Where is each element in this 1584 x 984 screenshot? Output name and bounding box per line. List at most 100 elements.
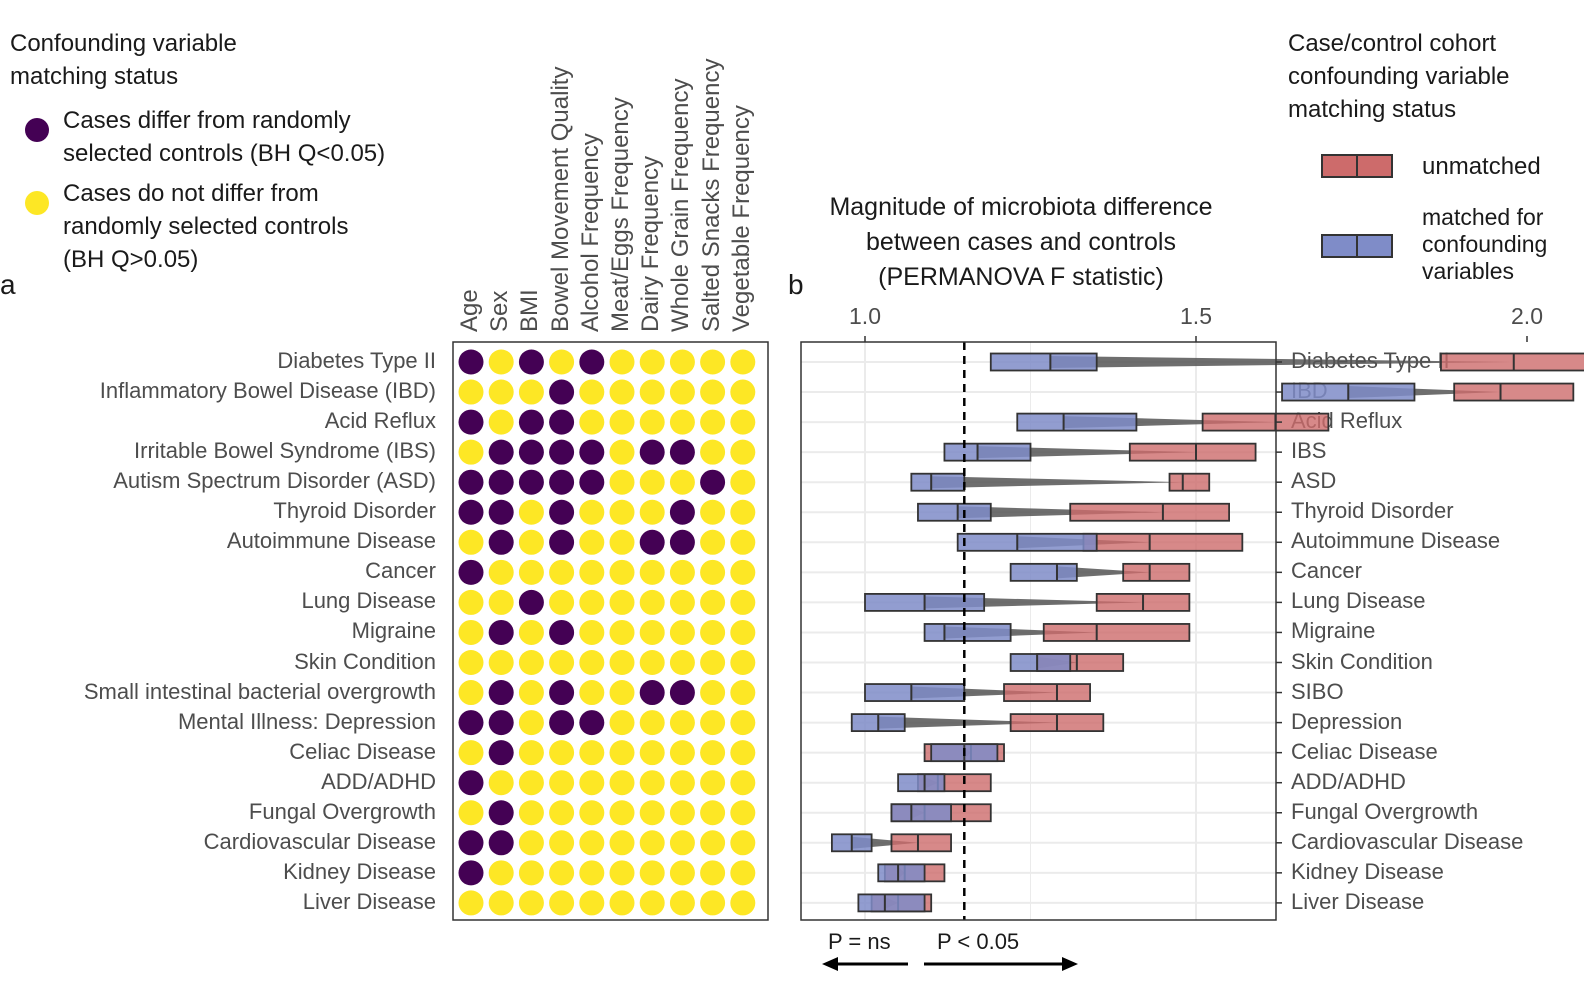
row-label: Thyroid Disorder — [1291, 498, 1454, 524]
matrix-dot — [458, 680, 484, 706]
matrix-dot — [700, 710, 726, 736]
matrix-dot — [579, 349, 605, 375]
matrix-dot — [700, 860, 726, 886]
row-label: Skin Condition — [294, 648, 436, 674]
panel-b-frame — [800, 341, 1277, 921]
matrix-dot — [549, 589, 575, 615]
row-label: Liver Disease — [1291, 888, 1425, 914]
matrix-dot — [518, 499, 544, 525]
unmatched-box — [1069, 502, 1230, 522]
matrix-dot — [458, 740, 484, 766]
matrix-dot — [639, 619, 665, 645]
matrix-dot — [488, 589, 514, 615]
row-label: Autoimmune Disease — [226, 528, 436, 554]
matrix-dot — [458, 529, 484, 555]
panel-b-letter: b — [788, 269, 804, 300]
matrix-dot — [730, 710, 756, 736]
matrix-dot — [458, 830, 484, 856]
matrix-dot — [609, 830, 635, 856]
annotation-arrows — [822, 957, 1078, 971]
matrix-dot — [700, 349, 726, 375]
x-tick-label: 2.0 — [1511, 303, 1543, 329]
matrix-dot — [458, 589, 484, 615]
matrix-dot — [609, 800, 635, 826]
matrix-dot — [730, 860, 756, 886]
matrix-dot — [730, 800, 756, 826]
legend-differ-label: Cases differ from randomly selected cont… — [63, 107, 386, 167]
matrix-dot — [730, 680, 756, 706]
matrix-dot — [488, 710, 514, 736]
row-label: Lung Disease — [1291, 588, 1426, 614]
matrix-dot — [549, 740, 575, 766]
matrix-dot — [518, 890, 544, 916]
matrix-dot — [700, 770, 726, 796]
matrix-dot — [609, 469, 635, 495]
matrix-dot — [609, 770, 635, 796]
row-label: Depression — [1291, 708, 1403, 734]
matrix-dot — [669, 589, 695, 615]
legend-differ-swatch — [25, 118, 49, 142]
annotation-p-ns: P = ns — [828, 929, 891, 954]
matrix-dot — [549, 379, 575, 405]
matrix-dot — [609, 860, 635, 886]
matrix-dot — [579, 740, 605, 766]
row-label: Cardiovascular Disease — [1291, 828, 1524, 854]
matrix-dot — [669, 529, 695, 555]
matched-box — [923, 623, 1012, 642]
matrix-dot — [518, 349, 544, 375]
row-label: ADD/ADHD — [1291, 768, 1406, 794]
matrix-dot — [518, 860, 544, 886]
matrix-dot — [730, 379, 756, 405]
matrix-dot — [639, 349, 665, 375]
matrix-dot — [579, 890, 605, 916]
matrix-dot — [730, 409, 756, 435]
matrix-dot — [579, 379, 605, 405]
matched-box — [910, 472, 966, 492]
matrix-dot — [488, 830, 514, 856]
matrix-dot — [639, 890, 665, 916]
matrix-dot — [549, 710, 575, 736]
matrix-dot — [549, 860, 575, 886]
matrix-dot — [458, 559, 484, 585]
matrix-dot — [488, 770, 514, 796]
matrix-dot — [458, 409, 484, 435]
effect-wedge — [957, 506, 1163, 519]
row-label: Thyroid Disorder — [273, 498, 436, 524]
row-label: Autoimmune Disease — [1291, 528, 1501, 554]
unmatched-box — [890, 833, 952, 853]
matrix-dot — [579, 619, 605, 645]
matrix-dot — [639, 740, 665, 766]
matrix-dot — [579, 529, 605, 555]
effect-wedge — [1050, 356, 1514, 368]
matrix-dot — [488, 349, 514, 375]
matrix-dot — [458, 619, 484, 645]
matrix-dot — [579, 710, 605, 736]
matrix-dot — [669, 650, 695, 675]
matched-box — [857, 893, 926, 913]
matrix-dot — [458, 860, 484, 886]
matrix-dot — [669, 409, 695, 435]
matrix-dot — [639, 770, 665, 796]
matched-box — [1016, 412, 1138, 432]
unmatched-box — [1168, 472, 1211, 492]
matrix-dot — [669, 379, 695, 405]
annotation-p-significant: P < 0.05 — [937, 929, 1020, 954]
matrix-dot — [639, 499, 665, 525]
matrix-dot — [669, 559, 695, 585]
matrix-dot — [669, 439, 695, 465]
effect-wedge — [977, 446, 1196, 459]
matrix-dot — [669, 800, 695, 826]
matrix-dot — [700, 559, 726, 585]
unmatched-box — [1453, 382, 1575, 402]
matrix-dot — [639, 680, 665, 706]
matrix-dot — [549, 619, 575, 645]
matrix-dot — [730, 349, 756, 375]
effect-wedge — [931, 476, 1183, 489]
matrix-dot — [518, 439, 544, 465]
matrix-dot — [669, 860, 695, 886]
matched-box — [943, 442, 1032, 462]
matrix-dot — [549, 770, 575, 796]
left-legend-swatches — [25, 118, 49, 215]
matrix-dot — [639, 439, 665, 465]
right-legend-swatches — [1321, 154, 1393, 258]
